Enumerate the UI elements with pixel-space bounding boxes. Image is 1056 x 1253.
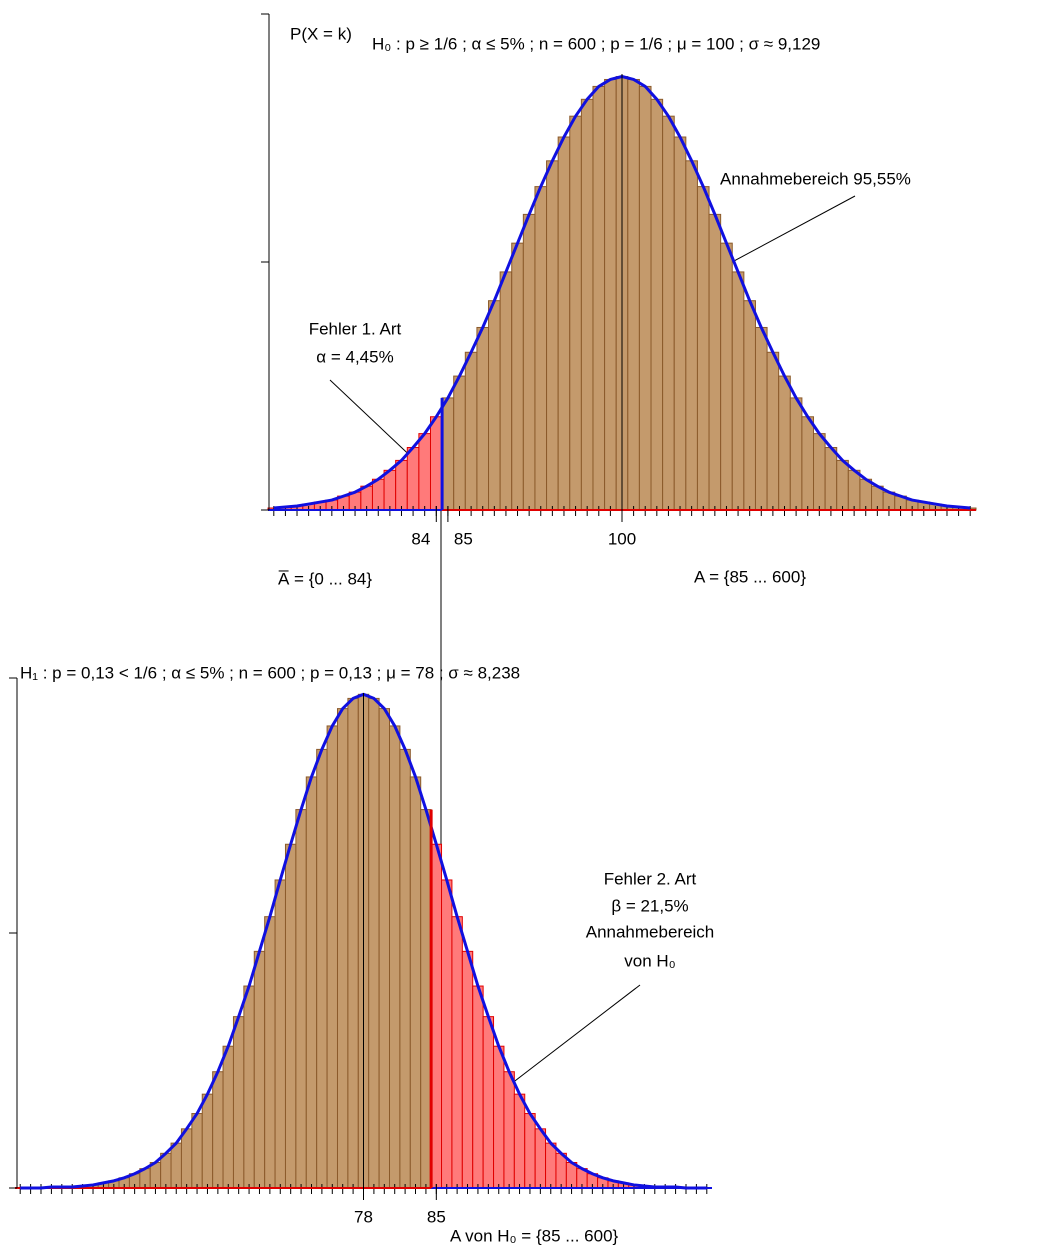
bar — [801, 416, 815, 511]
bar — [503, 1071, 515, 1189]
annotation: Fehler 2. Art — [604, 869, 697, 888]
annotation: Annahmebereich — [586, 922, 715, 941]
bar — [627, 78, 640, 511]
bar — [170, 1142, 182, 1189]
annotation: A = {85 ... 600} — [694, 567, 806, 586]
bar — [493, 1045, 505, 1189]
x-tick-label: 85 — [454, 529, 473, 548]
bar — [253, 950, 266, 1189]
bar — [430, 843, 443, 1189]
bar — [696, 186, 710, 511]
bar — [429, 416, 443, 511]
bar — [847, 469, 861, 511]
bar — [451, 916, 463, 1189]
bar — [813, 433, 826, 511]
bar — [720, 242, 733, 511]
bar — [569, 115, 582, 511]
bar — [859, 478, 873, 511]
bar — [731, 271, 745, 511]
bar — [524, 1113, 536, 1189]
bar — [766, 351, 780, 511]
bar — [180, 1128, 193, 1189]
bar — [191, 1113, 203, 1189]
bar — [264, 916, 276, 1189]
bar — [662, 115, 675, 511]
bar — [743, 300, 756, 511]
bar — [295, 809, 307, 1189]
bar — [604, 78, 617, 511]
bar — [383, 469, 397, 511]
chart-title: H₁ : p = 0,13 < 1/6 ; α ≤ 5% ; n = 600 ;… — [20, 663, 520, 682]
x-tick-label: 84 — [411, 529, 430, 548]
bar — [482, 1016, 495, 1189]
bar — [824, 447, 838, 511]
bar — [545, 1142, 557, 1189]
bar — [222, 1045, 234, 1189]
bar — [441, 397, 455, 511]
bar — [232, 1016, 245, 1189]
bar — [513, 1093, 526, 1189]
annotation: β = 21,5% — [611, 896, 688, 915]
leader-line — [329, 379, 421, 466]
bar — [476, 326, 490, 511]
annotation: Fehler 1. Art — [309, 319, 402, 338]
annotation: A von H₀ = {85 ... 600} — [450, 1226, 619, 1245]
bar — [316, 748, 328, 1189]
chart-title: H₀ : p ≥ 1/6 ; α ≤ 5% ; n = 600 ; p = 1/… — [372, 34, 820, 53]
bar — [326, 725, 338, 1189]
bar — [789, 397, 803, 511]
bar — [336, 708, 349, 1189]
bar — [395, 459, 408, 511]
bar — [522, 213, 536, 511]
bar — [389, 725, 401, 1189]
bar — [420, 809, 432, 1189]
bar — [441, 879, 453, 1189]
bar — [368, 697, 380, 1189]
bar — [347, 697, 359, 1189]
bar — [557, 136, 571, 511]
bar — [284, 843, 297, 1189]
bar — [673, 136, 687, 511]
bar — [418, 433, 431, 511]
bar — [650, 98, 664, 511]
bar — [488, 300, 501, 511]
annotation: A̅ = {0 ... 84} — [278, 569, 372, 588]
bar — [534, 1128, 547, 1189]
annotation: α = 4,45% — [316, 347, 393, 366]
annotation: Annahmebereich 95,55% — [720, 169, 911, 188]
x-tick-label: 85 — [427, 1207, 446, 1226]
bar — [592, 85, 606, 511]
bar — [685, 160, 698, 511]
x-tick-label: 78 — [354, 1207, 373, 1226]
bar — [305, 776, 318, 1189]
bar — [464, 351, 478, 511]
annotation: von H₀ — [624, 951, 675, 970]
bar — [461, 950, 474, 1189]
bar — [274, 879, 286, 1189]
bar — [580, 98, 594, 511]
bar — [201, 1093, 214, 1189]
bar — [399, 748, 411, 1189]
bar — [754, 326, 768, 511]
bar — [638, 85, 652, 511]
bar — [409, 776, 422, 1189]
bar — [472, 985, 484, 1189]
bar — [453, 375, 466, 511]
bar — [836, 459, 849, 511]
bar — [371, 478, 385, 511]
bar — [778, 375, 791, 511]
bar — [406, 447, 420, 511]
x-tick-label: 100 — [608, 529, 636, 548]
bar — [546, 160, 559, 511]
bar — [534, 186, 548, 511]
bar — [378, 708, 391, 1189]
bar — [212, 1071, 224, 1189]
bar — [511, 242, 524, 511]
bar — [708, 213, 722, 511]
bar — [243, 985, 255, 1189]
bar — [499, 271, 513, 511]
axis-label: P(X = k) — [290, 24, 352, 43]
